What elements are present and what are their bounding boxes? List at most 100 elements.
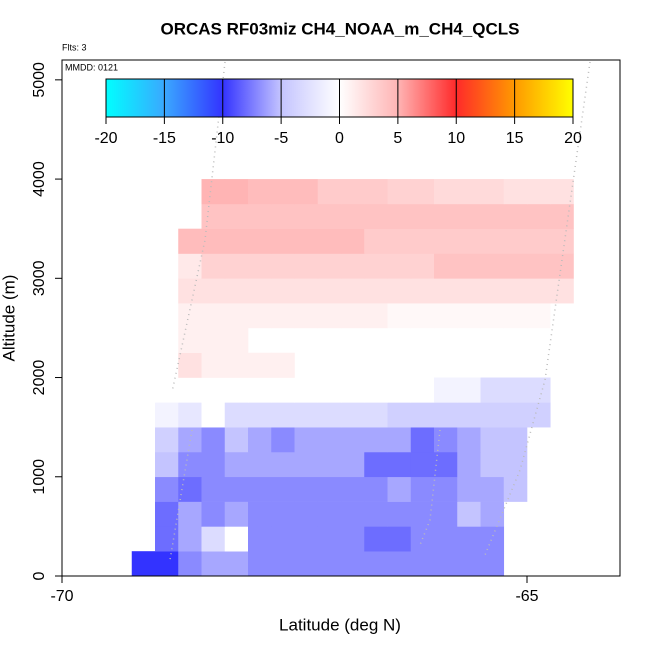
heatmap-cell [527,303,551,329]
heatmap-cell [434,551,458,577]
heatmap-cell [178,476,202,502]
heatmap-cell [480,203,505,229]
heatmap-cell [271,352,295,378]
heatmap-cell [201,352,226,378]
heatmap-cell [294,451,319,478]
heatmap-cell [503,427,528,453]
heatmap-cell [317,203,342,229]
heatmap-cell [271,427,295,453]
heatmap-cell [457,377,481,403]
heatmap-cell [201,526,226,552]
heatmap-cell [457,551,481,577]
x-tick-label: -65 [515,588,538,605]
colorbar-tick-label: 10 [447,130,465,147]
heatmap-cell [201,278,226,304]
heatmap-cell [457,179,481,205]
heatmap-cell [224,476,249,502]
heatmap-cell [457,402,481,428]
heatmap-cell [457,253,481,279]
heatmap-cell [271,253,295,279]
heatmap-cell [457,303,481,329]
heatmap-cell [248,377,272,403]
heatmap-cell [155,402,179,428]
heatmap-cell [317,476,342,502]
heatmap-cell [434,451,458,478]
heatmap-cell [201,501,226,527]
heatmap-cell [364,377,388,403]
heatmap-cell [480,526,505,552]
heatmap-cell [503,179,528,205]
heatmap-cell [387,402,412,428]
heatmap-cell [224,526,249,552]
heatmap-cell [271,203,295,229]
heatmap-cell [410,427,435,453]
heatmap-cell [201,327,226,354]
heatmap-cell [410,179,435,205]
heatmap-cell [364,228,388,254]
heatmap-cell [271,451,295,478]
y-axis-label: Altitude (m) [0,275,18,362]
heatmap-cell [201,228,226,254]
heatmap-cell [341,476,365,502]
heatmap-cell [178,228,202,254]
heatmap-cell [550,228,574,254]
heatmap-cell [271,228,295,254]
heatmap-cell [248,427,272,453]
heatmap-cell [294,551,319,577]
heatmap-cell [224,551,249,577]
heatmap-cell [224,352,249,378]
heatmap-cell [341,203,365,229]
heatmap-cell [387,501,412,527]
heatmap-cell [317,278,342,304]
heatmap-cell [178,377,202,403]
heatmap-cell [131,377,156,403]
heatmap-cell [294,501,319,527]
heatmap-cell [527,253,551,279]
heatmap-cell [480,451,505,478]
colorbar-tick-label: 5 [393,130,402,147]
heatmap-cell [457,451,481,478]
heatmap-cell [410,203,435,229]
y-tick-label: 2000 [31,360,48,396]
heatmap-cell [387,253,412,279]
heatmap-cell [271,551,295,577]
heatmap-cell [294,526,319,552]
heatmap-cell [364,427,388,453]
heatmap-cell [503,303,528,329]
heatmap-cell [294,179,319,205]
heatmap-cell [178,352,202,378]
heatmap-cell [503,228,528,254]
heatmap-cell [294,253,319,279]
heatmap-cell [294,402,319,428]
heatmap-cell [224,501,249,527]
heatmap-cell [503,253,528,279]
heatmap-cell [410,228,435,254]
heatmap-cell [364,476,388,502]
plot-frame [61,59,621,577]
heatmap-cell [387,203,412,229]
heatmap-cell [248,179,272,205]
heatmap-cell [224,303,249,329]
colorbar-tick-label: 15 [506,130,524,147]
heatmap-cell [341,526,365,552]
heatmap-cell [341,253,365,279]
heatmap-cell [550,203,574,229]
heatmap-cell [294,278,319,304]
heatmap-cell [155,526,179,552]
heatmap-cell [410,451,435,478]
heatmap-cell [410,476,435,502]
heatmap-cell [317,303,342,329]
heatmap-cell [248,253,272,279]
heatmap-cell [434,526,458,552]
heatmap-cell [550,278,574,304]
heatmap-cell [178,303,202,329]
heatmap-cell [178,501,202,527]
heatmap-cell [201,451,226,478]
heatmap-cell [364,501,388,527]
heatmap-cell [271,303,295,329]
heatmap-cell [294,377,319,403]
heatmap-cell [224,179,249,205]
heatmap-cell [503,476,528,502]
heatmap-cell [434,278,458,304]
